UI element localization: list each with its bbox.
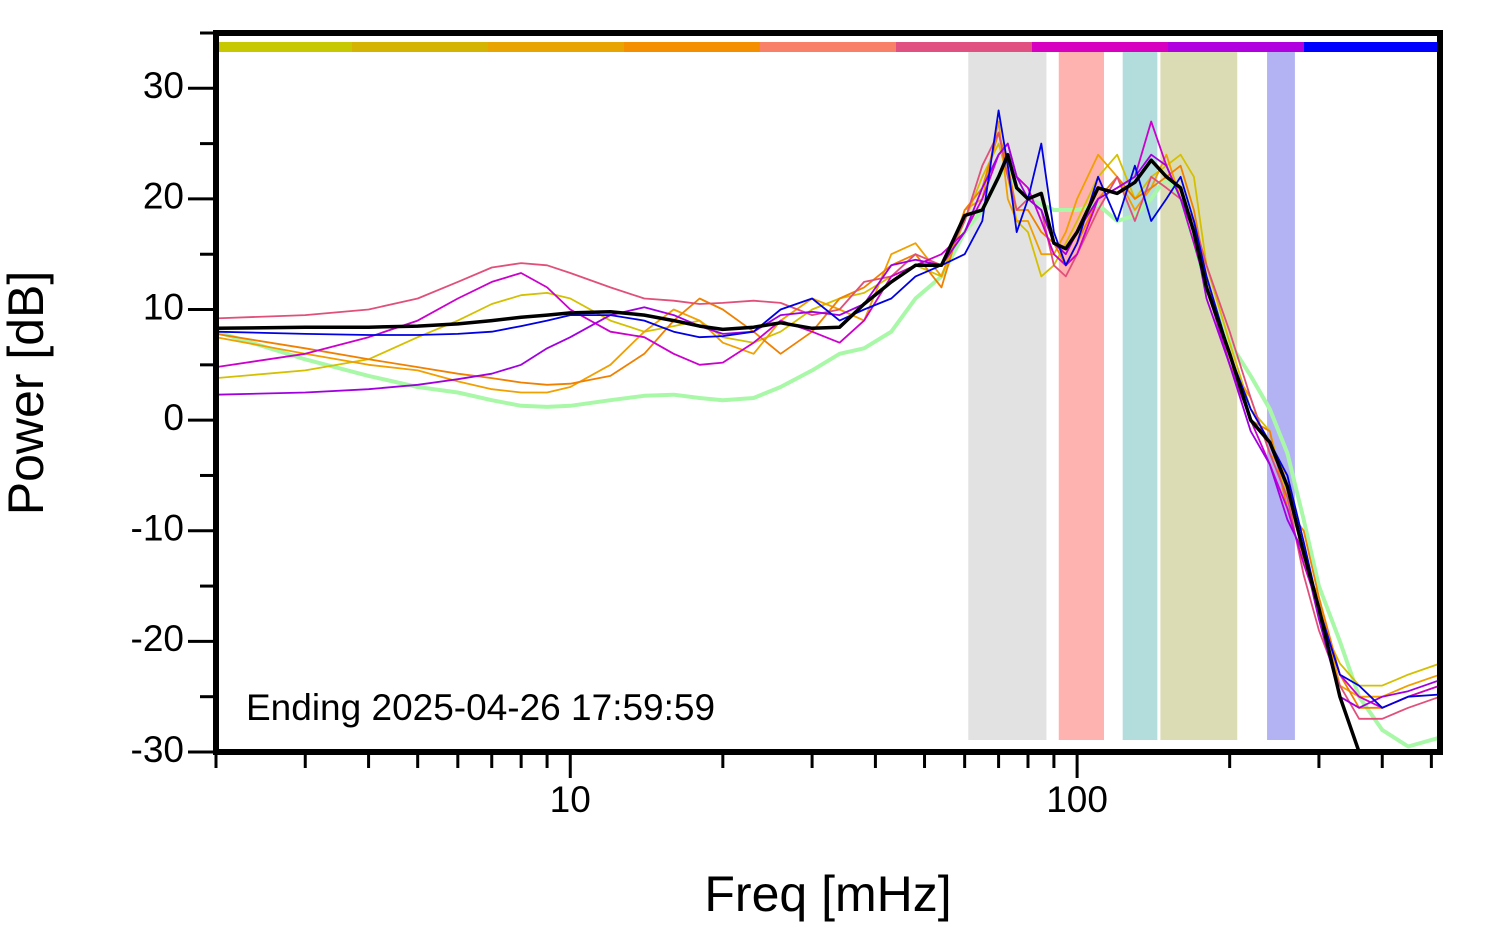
time-segment	[760, 42, 897, 52]
x-axis-label: Freq [mHz]	[704, 866, 951, 922]
time-segment	[216, 42, 353, 52]
annotation: Ending 2025-04-26 17:59:59	[246, 687, 715, 728]
y-axis-label: Power [dB]	[0, 271, 54, 516]
y-tick-label: 20	[143, 176, 184, 217]
time-segment	[1304, 42, 1441, 52]
y-tick-label: 10	[143, 286, 184, 327]
series-line	[216, 142, 1440, 709]
time-segment	[1032, 42, 1169, 52]
x-tick-label: 100	[1046, 779, 1108, 820]
x-tick-label: 10	[550, 779, 591, 820]
lines	[216, 109, 1440, 752]
time-segment	[896, 42, 1033, 52]
band	[1267, 52, 1295, 740]
y-tick-label: 30	[143, 65, 184, 106]
band	[1160, 52, 1238, 740]
bands	[968, 52, 1295, 740]
y-tick-label: -20	[131, 618, 184, 659]
time-bar	[216, 42, 1441, 52]
time-segment	[624, 42, 761, 52]
y-tick-label: -10	[131, 508, 184, 549]
band	[1058, 52, 1105, 740]
y-tick-label: -30	[131, 729, 184, 770]
time-segment	[488, 42, 625, 52]
series-line	[216, 109, 1440, 709]
series-line	[216, 163, 1440, 749]
frame	[213, 30, 1443, 755]
series-line	[216, 152, 1361, 752]
y-tick-label: 0	[163, 397, 184, 438]
time-segment	[1168, 42, 1305, 52]
time-segment	[352, 42, 489, 52]
series-line	[216, 120, 1440, 698]
axes: -30 -20 -10 0 10 20 30 10 100	[131, 31, 1433, 820]
band	[1122, 52, 1158, 740]
